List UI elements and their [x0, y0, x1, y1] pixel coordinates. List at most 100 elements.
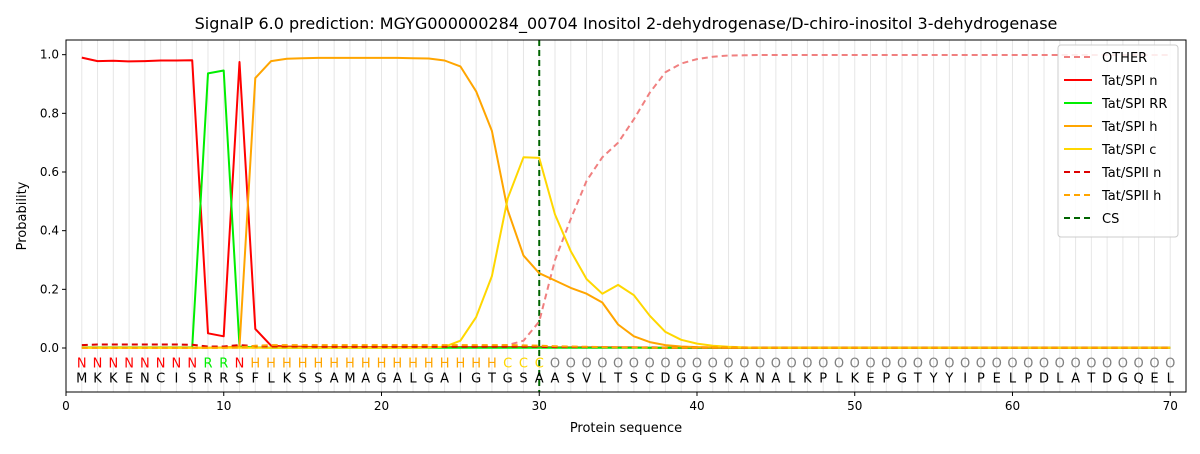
residue-label: D	[1102, 371, 1112, 386]
residue-label: S	[630, 371, 638, 386]
region-label: H	[361, 357, 371, 372]
region-label: O	[1134, 357, 1144, 372]
region-label: R	[219, 357, 228, 372]
residue-label: P	[1024, 371, 1032, 386]
region-label: N	[140, 357, 150, 372]
region-label: O	[1007, 357, 1017, 372]
region-label: O	[723, 357, 733, 372]
residue-label: S	[314, 371, 322, 386]
region-label: H	[329, 357, 339, 372]
residue-label: K	[93, 371, 102, 386]
residue-label: D	[1039, 371, 1049, 386]
series-tat-spi-c	[81, 156, 1171, 349]
residue-label: K	[109, 371, 118, 386]
residue-label: L	[599, 371, 607, 386]
residue-label: K	[724, 371, 733, 386]
residue-label: G	[424, 371, 434, 386]
residue-label: K	[850, 371, 859, 386]
residue-label: P	[977, 371, 985, 386]
residue-label: R	[219, 371, 228, 386]
residue-label: Y	[929, 371, 938, 386]
residue-label: L	[1167, 371, 1175, 386]
region-label: H	[424, 357, 434, 372]
series-lines	[81, 54, 1171, 349]
residue-label: G	[692, 371, 702, 386]
region-label: H	[314, 357, 324, 372]
region-label: O	[944, 357, 954, 372]
residue-label: C	[645, 371, 654, 386]
region-label: O	[802, 357, 812, 372]
series-tat-spii-h	[81, 344, 1171, 349]
residue-label: F	[252, 371, 259, 386]
x-tick-label: 70	[1163, 399, 1178, 413]
y-tick-label: 0.0	[40, 341, 59, 355]
region-label: H	[266, 357, 276, 372]
x-tick-label: 60	[1005, 399, 1020, 413]
residue-label: S	[519, 371, 527, 386]
residue-label: N	[140, 371, 150, 386]
region-label: O	[660, 357, 670, 372]
residue-label: Q	[1134, 371, 1144, 386]
region-label: O	[597, 357, 607, 372]
region-label: H	[487, 357, 497, 372]
region-label: O	[771, 357, 781, 372]
region-label: O	[550, 357, 560, 372]
region-label: O	[755, 357, 765, 372]
y-tick-label: 1.0	[40, 48, 59, 62]
residue-label: A	[535, 371, 544, 386]
region-label: H	[440, 357, 450, 372]
chart-title: SignalP 6.0 prediction: MGYG000000284_00…	[195, 14, 1058, 34]
residue-label: I	[458, 371, 462, 386]
residue-label: G	[676, 371, 686, 386]
region-label: H	[345, 357, 355, 372]
region-label: O	[1118, 357, 1128, 372]
region-label: O	[1055, 357, 1065, 372]
residue-label: S	[298, 371, 306, 386]
legend-label: Tat/SPI RR	[1101, 97, 1167, 112]
region-label: O	[865, 357, 875, 372]
y-tick-label: 0.8	[40, 106, 59, 120]
region-label: O	[629, 357, 639, 372]
residue-label: A	[740, 371, 749, 386]
region-label: O	[850, 357, 860, 372]
legend-label: Tat/SPII n	[1101, 166, 1161, 181]
residue-label: A	[393, 371, 402, 386]
region-label: O	[1165, 357, 1175, 372]
region-label: O	[913, 357, 923, 372]
legend-label: Tat/SPI c	[1101, 143, 1156, 158]
region-label: O	[1086, 357, 1096, 372]
legend-label: OTHER	[1102, 51, 1147, 66]
y-tick-label: 0.4	[40, 224, 59, 238]
residue-label: V	[582, 371, 591, 386]
region-label: C	[519, 357, 528, 372]
residue-label: E	[993, 371, 1001, 386]
region-label: O	[676, 357, 686, 372]
region-label: O	[1039, 357, 1049, 372]
region-label: N	[108, 357, 118, 372]
region-label: O	[1149, 357, 1159, 372]
legend: OTHER Tat/SPI n Tat/SPI RR Tat/SPI h Tat/SPI…	[1057, 44, 1179, 238]
residue-label: T	[487, 371, 496, 386]
residue-label: Y	[944, 371, 953, 386]
residue-label: C	[156, 371, 165, 386]
region-label: N	[124, 357, 134, 372]
axis-ticks: 0 10 20 30 40 50 60 70 0.0 0.2 0.4 0.6 0.8 1.0	[40, 48, 1178, 413]
region-label: O	[834, 357, 844, 372]
region-label: H	[471, 357, 481, 372]
residue-label: E	[1150, 371, 1158, 386]
x-tick-label: 0	[62, 399, 70, 413]
residue-label: S	[709, 371, 717, 386]
region-label: O	[787, 357, 797, 372]
region-label: O	[566, 357, 576, 372]
region-label: O	[613, 357, 623, 372]
residue-label: T	[613, 371, 622, 386]
region-label: O	[1023, 357, 1033, 372]
residue-label: E	[125, 371, 133, 386]
residue-label: G	[471, 371, 481, 386]
region-label: R	[203, 357, 212, 372]
x-tick-label: 20	[374, 399, 389, 413]
residue-label: P	[819, 371, 827, 386]
